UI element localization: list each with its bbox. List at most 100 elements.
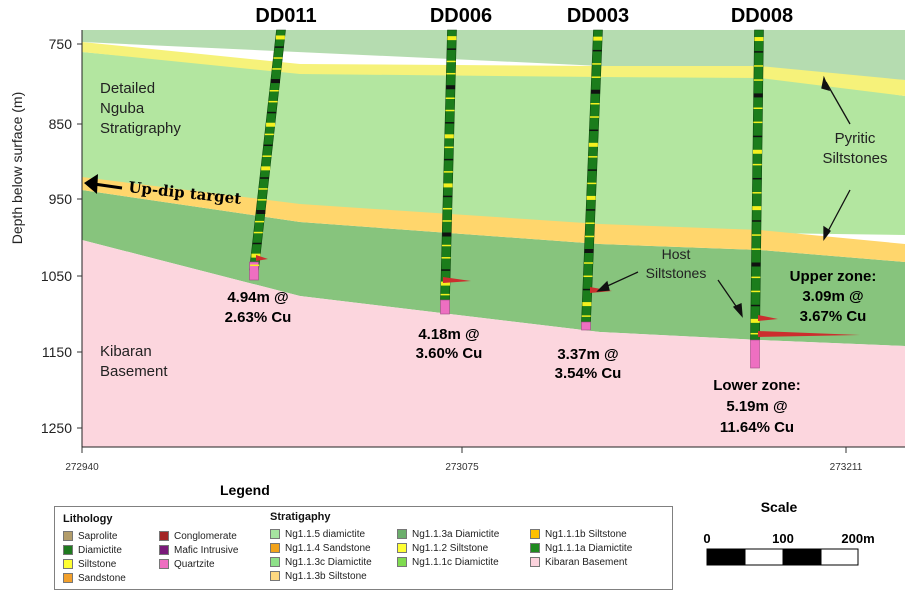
- lithology-band: [592, 63, 602, 65]
- legend-item-label: Ng1.1.5 diamictite: [285, 529, 366, 540]
- swatch-icon: [270, 529, 280, 539]
- host-siltstones-label: Host Siltstones: [646, 246, 707, 281]
- lithology-band: [255, 220, 265, 223]
- lithology-band: [751, 290, 761, 293]
- legend-item-label: Ng1.1.1c Diamictite: [412, 557, 499, 568]
- text-line: 3.54% Cu: [555, 365, 622, 382]
- swatch-icon: [397, 557, 407, 567]
- legend-item-label: Ng1.1.3a Diamictite: [412, 529, 500, 540]
- lithology-band: [752, 163, 762, 166]
- legend-item-label: Ng1.1.4 Sandstone: [285, 543, 371, 554]
- lithology-band: [588, 156, 598, 158]
- lithology-band: [273, 57, 283, 59]
- scale-tick-label: 0: [703, 531, 710, 546]
- drillhole-trace: [440, 29, 471, 315]
- lithology-band: [753, 107, 763, 109]
- lithology-band: [272, 68, 282, 70]
- lithology-band: [583, 262, 593, 264]
- lithology-band: [440, 293, 450, 296]
- lithology-band: [257, 199, 267, 201]
- lithology-band: [269, 90, 279, 92]
- lithology-band: [446, 72, 456, 75]
- text-line: Detailed: [100, 80, 155, 97]
- scale-tick-label: 100: [772, 531, 794, 546]
- lithology-band: [593, 36, 603, 41]
- lithology-band: [266, 122, 276, 127]
- arrowhead-icon: [596, 280, 610, 292]
- lithology-band: [250, 264, 260, 267]
- intercept-label-dd008-upper: Upper zone: 3.09m @ 3.67% Cu: [790, 268, 877, 325]
- y-tick-label: 750: [49, 36, 73, 52]
- lithology-band: [253, 231, 263, 234]
- lithology-band: [589, 116, 599, 118]
- lithology-band: [444, 134, 454, 139]
- pyritic-arrow-lower: [825, 189, 851, 236]
- lithology-band: [588, 142, 598, 147]
- legend-item-ng114: Ng1.1.4 Sandstone: [270, 543, 371, 555]
- lithology-band: [592, 49, 602, 52]
- legend-item-label: Ng1.1.3c Diamictite: [285, 557, 372, 568]
- scale-tick-label: 200m: [841, 531, 874, 546]
- text-line: 3.09m @: [802, 288, 863, 305]
- lithology-band: [441, 244, 451, 247]
- swatch-icon: [530, 543, 540, 553]
- host-arrow-left: [602, 271, 639, 289]
- lithology-band: [751, 248, 761, 250]
- lithology-band: [444, 158, 454, 161]
- lithology-band: [443, 171, 453, 173]
- legend-item-sandstone: Sandstone: [63, 573, 126, 585]
- lithology-band: [261, 166, 271, 171]
- nguba-stratigraphy-layer: [82, 52, 905, 235]
- lithology-band: [268, 100, 278, 103]
- legend-title: Legend: [220, 482, 270, 498]
- copper-intercept-marker: [758, 331, 860, 337]
- scale-segment: [782, 548, 822, 566]
- lithology-band: [264, 133, 274, 136]
- lithology-band: [441, 257, 451, 259]
- basement-label: Kibaran Basement: [100, 343, 168, 380]
- lithology-band: [752, 177, 762, 180]
- legend-item-label: Conglomerate: [174, 531, 237, 542]
- lithology-band: [753, 79, 763, 81]
- lithology-band: [589, 129, 599, 132]
- legend-item-label: Ng1.1.1a Diamictite: [545, 543, 633, 554]
- text-line: 4.94m @: [227, 289, 288, 306]
- text-line: Siltstones: [822, 150, 887, 167]
- y-tick-label: 1250: [41, 420, 72, 436]
- text-line: Host: [662, 246, 691, 262]
- intercept-label-dd008-lower: Lower zone: 5.19m @ 11.64% Cu: [713, 377, 801, 436]
- lithology-band: [585, 235, 595, 238]
- drillhole-label: DD008: [731, 5, 793, 27]
- legend-item-diamictite: Diamictite: [63, 545, 122, 557]
- x-axis-ticks: 272940 273075 273211: [65, 447, 863, 473]
- lithology-band: [587, 182, 597, 185]
- swatch-icon: [63, 545, 73, 555]
- scale-segment: [820, 548, 859, 566]
- lithology-band: [252, 242, 262, 245]
- legend-item-label: Mafic Intrusive: [174, 545, 239, 556]
- legend-item-label: Diamictite: [78, 545, 122, 556]
- legend-item-ng111a: Ng1.1.1a Diamictite: [530, 543, 632, 555]
- lithology-band: [750, 318, 760, 323]
- lithology-band: [751, 262, 761, 267]
- lithology-band: [442, 207, 452, 210]
- text-line: 3.67% Cu: [800, 308, 867, 325]
- copper-intercept-marker: [256, 255, 268, 261]
- lithology-band: [584, 249, 594, 253]
- arrowhead-icon: [823, 225, 831, 241]
- legend-item-label: Kibaran Basement: [545, 557, 628, 568]
- lithology-band: [753, 93, 763, 98]
- legend-item-ng113c: Ng1.1.3c Diamictite: [270, 557, 372, 569]
- lithology-band: [258, 188, 268, 190]
- lithology-band: [586, 209, 596, 211]
- up-dip-arrow-shaft: [93, 182, 123, 190]
- drillhole-label: DD011: [255, 5, 316, 27]
- lithology-band: [583, 275, 593, 278]
- text-line: 3.60% Cu: [416, 345, 483, 362]
- legend-item-label: Ng1.1.2 Siltstone: [412, 543, 489, 554]
- lithology-band: [754, 37, 764, 42]
- lithology-band: [591, 89, 601, 94]
- legend-item-ng113b: Ng1.1.3b Siltstone: [270, 571, 367, 583]
- drillhole-label: DD006: [430, 5, 492, 27]
